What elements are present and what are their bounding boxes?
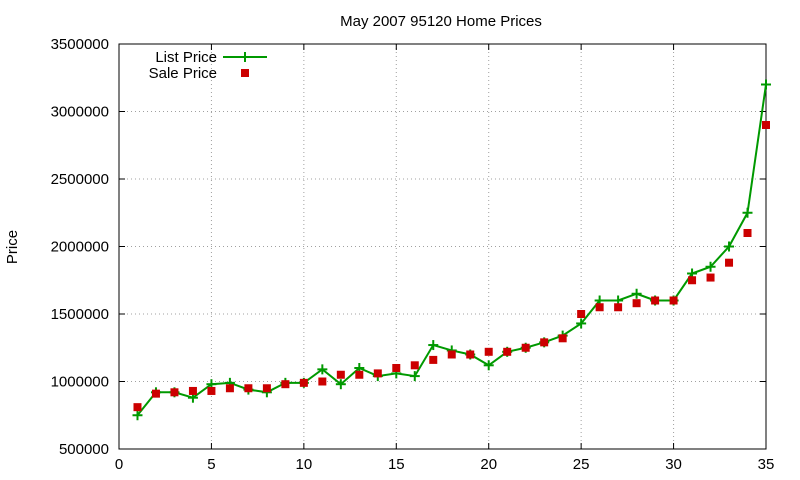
x-tick-label: 5: [207, 456, 215, 473]
y-tick-label: 2500000: [51, 171, 109, 188]
x-tick-label: 35: [758, 456, 775, 473]
legend-swatch-marker: [240, 52, 250, 62]
data-point: [595, 303, 604, 312]
data-point: [429, 355, 438, 364]
data-point: [225, 384, 234, 393]
data-point: [207, 386, 216, 395]
data-point: [484, 347, 493, 356]
series-list-price: [132, 79, 771, 421]
data-point: [317, 364, 328, 375]
data-point: [540, 338, 549, 347]
data-point: [503, 347, 512, 356]
y-tick-label: 1500000: [51, 306, 109, 323]
data-point: [132, 410, 143, 421]
data-point: [742, 207, 753, 218]
data-point: [631, 288, 642, 299]
x-tick-label: 15: [388, 456, 405, 473]
data-point: [336, 370, 345, 379]
data-point: [318, 377, 327, 386]
data-point: [170, 388, 179, 397]
y-tick-label: 3500000: [51, 36, 109, 53]
data-point: [410, 361, 419, 370]
series-sale-price: [133, 121, 770, 412]
data-point: [262, 384, 271, 393]
y-tick-label: 500000: [59, 441, 109, 458]
data-point: [335, 379, 346, 390]
data-point: [373, 369, 382, 378]
x-tick-label: 30: [665, 456, 682, 473]
series-line: [136, 84, 767, 416]
data-point: [281, 380, 290, 389]
data-point: [706, 273, 715, 282]
legend-swatch-marker: [241, 69, 249, 77]
data-point: [688, 276, 697, 285]
data-point: [558, 334, 567, 343]
data-point: [632, 299, 641, 308]
data-point: [669, 296, 678, 305]
data-point: [725, 258, 734, 267]
axes: 0 5 10 15 20 25 30 35 500000 1000000 1500000 200000…: [51, 36, 775, 473]
data-point: [392, 364, 401, 372]
legend-label: List Price: [155, 49, 217, 66]
data-point: [577, 310, 586, 318]
chart-title: May 2007 95120 Home Prices: [340, 13, 542, 30]
x-tick-label: 25: [573, 456, 590, 473]
data-point: [705, 261, 716, 272]
data-point: [651, 296, 660, 305]
data-point: [447, 350, 456, 359]
data-point: [428, 340, 439, 351]
data-point: [355, 370, 364, 379]
data-point: [724, 241, 735, 252]
x-tick-label: 10: [296, 456, 313, 473]
data-point: [743, 229, 752, 237]
data-point: [466, 350, 475, 359]
y-tick-label: 3000000: [51, 104, 109, 121]
data-point: [483, 360, 494, 371]
y-axis-label: Price: [4, 230, 21, 264]
x-tick-label: 20: [480, 456, 497, 473]
data-point: [188, 386, 197, 395]
data-point: [762, 121, 770, 129]
data-point: [614, 303, 623, 312]
data-point: [244, 384, 253, 393]
data-point: [409, 371, 420, 382]
x-tick-label: 0: [115, 456, 123, 473]
data-point: [299, 378, 308, 387]
y-tick-label: 2000000: [51, 239, 109, 256]
plot-series: [132, 79, 771, 421]
legend-label: Sale Price: [149, 65, 217, 82]
y-tick-label: 1000000: [51, 374, 109, 391]
data-point: [133, 403, 142, 412]
gridlines: [119, 44, 766, 449]
data-point: [761, 79, 771, 90]
data-point: [576, 318, 587, 329]
data-point: [151, 389, 160, 398]
plot-frame: [118, 43, 767, 450]
data-point: [521, 343, 530, 352]
